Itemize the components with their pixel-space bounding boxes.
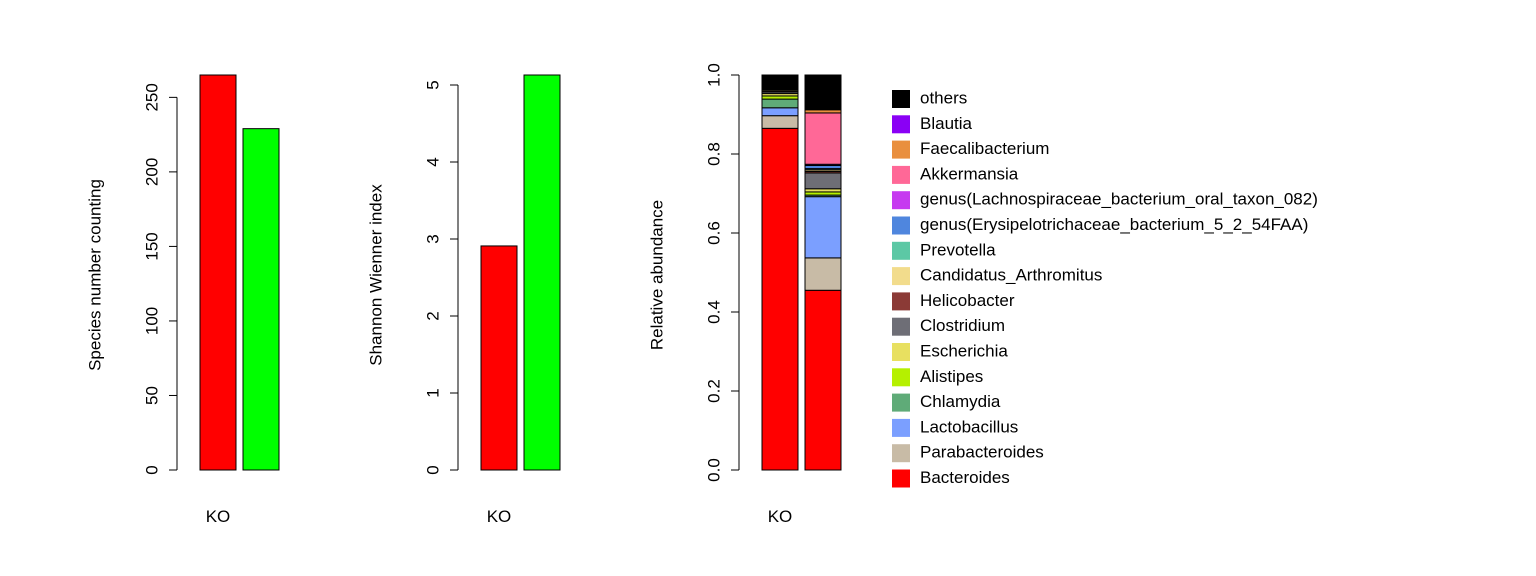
y-tick-label: 0 — [423, 465, 442, 474]
legend-label: genus(Erysipelotrichaceae_bacterium_5_2_… — [920, 215, 1308, 234]
legend-label: Akkermansia — [920, 164, 1019, 183]
y-tick-label: 0 — [142, 465, 161, 474]
legend-swatch — [892, 317, 910, 336]
y-tick-label: 0.0 — [704, 458, 723, 482]
bar-segment — [804, 196, 842, 259]
legend-swatch — [892, 469, 910, 488]
legend-label: Bacteroides — [920, 468, 1010, 487]
y-tick-label: 0.6 — [704, 221, 723, 245]
y-tick-label: 0.2 — [704, 379, 723, 403]
bar-segment — [761, 98, 799, 109]
bar-segment — [804, 74, 842, 110]
legend-label: Faecalibacterium — [920, 139, 1049, 158]
y-axis-label: Species number counting — [85, 179, 104, 371]
bar-segment — [804, 172, 842, 190]
y-tick-label: 4 — [423, 157, 442, 166]
legend-label: Chlamydia — [920, 392, 1001, 411]
legend-label: Parabacteroides — [920, 443, 1044, 462]
y-tick-label: 200 — [142, 158, 161, 186]
y-axis-label: Shannon Wienner index — [366, 184, 385, 366]
bar-segment — [804, 257, 842, 291]
y-tick-label: 150 — [142, 232, 161, 260]
x-category-label: KO — [206, 507, 231, 526]
legend-swatch — [892, 191, 910, 210]
bar — [480, 245, 518, 471]
legend-label: Prevotella — [920, 240, 996, 259]
legend-label: Blautia — [920, 114, 973, 133]
legend-label: Candidatus_Arthromitus — [920, 266, 1102, 285]
bar-segment — [761, 74, 799, 88]
legend-swatch — [892, 115, 910, 134]
y-tick-label: 0.8 — [704, 142, 723, 166]
x-category-label: KO — [768, 507, 793, 526]
legend-swatch — [892, 140, 910, 159]
y-tick-label: 5 — [423, 80, 442, 89]
bar — [523, 74, 561, 471]
legend-swatch — [892, 418, 910, 437]
legend-label: others — [920, 88, 967, 107]
y-tick-label: 2 — [423, 311, 442, 320]
legend-label: genus(Lachnospiraceae_bacterium_oral_tax… — [920, 190, 1318, 209]
bar-segment — [761, 107, 799, 117]
legend-label: Clostridium — [920, 316, 1005, 335]
legend-swatch — [892, 165, 910, 184]
y-axis-label: Relative abundance — [647, 200, 666, 350]
y-tick-label: 1.0 — [704, 63, 723, 87]
legend-swatch — [892, 216, 910, 235]
y-tick-label: 100 — [142, 307, 161, 335]
legend-swatch — [892, 368, 910, 387]
legend-swatch — [892, 241, 910, 260]
y-tick-label: 50 — [142, 386, 161, 405]
panel-1: 0 50 100 150 200 250 Species number counting KO — [85, 74, 280, 526]
bar-segment — [804, 289, 842, 471]
legend: others Blautia Faecalibacterium Akkermansia… — [892, 88, 1318, 488]
legend-swatch — [892, 393, 910, 412]
bar-segment — [804, 112, 842, 165]
legend-swatch — [892, 292, 910, 311]
panel-3: 0.0 0.2 0.4 0.6 0.8 1.0 Relative abundance KO — [647, 63, 842, 526]
bar-segment — [761, 115, 799, 129]
legend-label: Alistipes — [920, 367, 983, 386]
legend-label: Escherichia — [920, 341, 1008, 360]
y-tick-label: 3 — [423, 234, 442, 243]
legend-swatch — [892, 267, 910, 286]
x-category-label: KO — [487, 507, 512, 526]
legend-swatch — [892, 343, 910, 361]
bar-segment — [761, 127, 799, 471]
panel-2: 0 1 2 3 4 5 Shannon Wienner index KO — [366, 74, 561, 526]
bar — [242, 128, 280, 471]
y-tick-label: 0.4 — [704, 300, 723, 324]
legend-label: Helicobacter — [920, 291, 1015, 310]
bar — [199, 74, 237, 471]
y-tick-label: 250 — [142, 83, 161, 111]
legend-swatch — [892, 444, 910, 463]
legend-label: Lactobacillus — [920, 417, 1018, 436]
legend-swatch — [892, 90, 910, 108]
y-tick-label: 1 — [423, 388, 442, 397]
